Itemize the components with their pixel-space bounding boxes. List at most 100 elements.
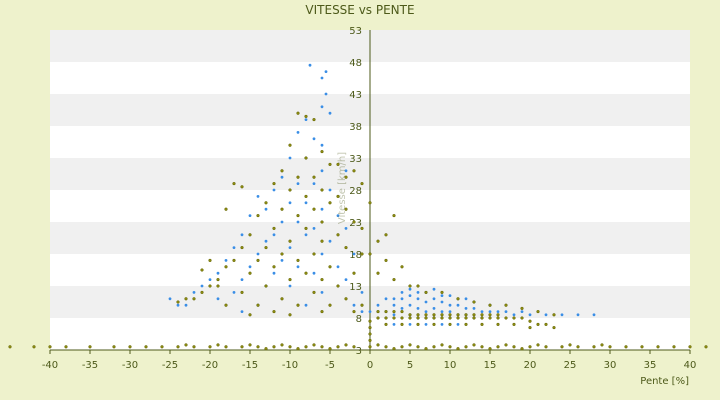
data-point xyxy=(200,268,204,272)
data-point xyxy=(176,303,180,307)
data-point xyxy=(624,345,628,349)
data-point xyxy=(488,316,492,320)
data-point xyxy=(328,265,332,269)
data-point xyxy=(672,345,676,349)
data-point xyxy=(464,313,468,317)
data-point xyxy=(160,345,164,349)
data-point xyxy=(272,226,276,230)
data-point xyxy=(272,345,276,349)
data-point xyxy=(296,131,300,134)
data-point xyxy=(488,313,492,317)
data-point xyxy=(320,345,324,349)
data-point xyxy=(384,316,388,320)
data-point xyxy=(344,246,348,250)
data-point xyxy=(576,313,580,317)
data-point xyxy=(368,201,372,205)
data-point xyxy=(592,345,596,349)
data-point xyxy=(304,201,308,205)
data-point xyxy=(384,258,388,262)
data-point xyxy=(424,310,428,313)
data-point xyxy=(248,214,252,218)
data-point xyxy=(200,284,204,288)
data-point xyxy=(184,303,188,307)
data-point xyxy=(256,252,260,256)
data-point xyxy=(312,252,316,256)
data-point xyxy=(528,313,532,317)
data-point xyxy=(280,259,284,262)
data-point xyxy=(280,297,284,301)
data-point xyxy=(392,323,396,326)
data-point xyxy=(344,297,348,301)
y-axis-label: Vitesse [km/h] xyxy=(337,152,348,224)
data-point xyxy=(504,343,508,347)
x-tick-label: 10 xyxy=(444,360,457,371)
data-point xyxy=(568,343,572,347)
data-point xyxy=(512,322,516,326)
data-point xyxy=(448,303,452,307)
data-point xyxy=(344,278,348,281)
data-point xyxy=(240,185,244,189)
data-point xyxy=(392,214,396,218)
data-point xyxy=(216,278,220,282)
data-point xyxy=(392,347,396,351)
data-point xyxy=(272,265,276,269)
data-point xyxy=(384,297,388,301)
data-point xyxy=(320,220,324,224)
data-point xyxy=(432,345,436,349)
data-point xyxy=(336,162,340,166)
data-point xyxy=(440,313,444,317)
data-point xyxy=(440,300,444,304)
data-point xyxy=(656,345,660,349)
x-tick-label: -40 xyxy=(42,360,58,371)
data-point xyxy=(448,345,452,349)
data-point xyxy=(408,323,412,326)
data-point xyxy=(368,332,372,336)
data-point xyxy=(320,239,324,243)
data-point xyxy=(320,188,324,192)
data-point xyxy=(312,290,316,294)
data-point xyxy=(320,278,324,282)
data-point xyxy=(440,294,444,297)
data-point xyxy=(240,246,244,250)
data-point xyxy=(112,345,116,349)
x-tick-label: 35 xyxy=(644,360,657,371)
data-point xyxy=(552,313,556,317)
data-point xyxy=(324,70,328,73)
y-tick-label: 48 xyxy=(349,58,362,69)
x-tick-label: -10 xyxy=(282,360,298,371)
data-point xyxy=(232,258,236,262)
data-point xyxy=(400,307,404,310)
data-point xyxy=(240,233,244,237)
y-tick-label: 28 xyxy=(349,186,362,197)
data-point xyxy=(280,343,284,347)
data-point xyxy=(416,297,420,301)
data-point xyxy=(304,118,308,121)
data-point xyxy=(512,345,516,349)
data-point xyxy=(440,310,444,313)
data-point xyxy=(400,345,404,349)
data-point xyxy=(408,284,412,288)
data-point xyxy=(384,322,388,326)
data-point xyxy=(200,290,204,294)
data-point xyxy=(280,175,284,179)
data-point xyxy=(352,220,356,224)
data-point xyxy=(360,252,364,256)
data-point xyxy=(216,297,220,301)
data-point xyxy=(320,150,324,154)
y-tick-label: 8 xyxy=(356,314,362,325)
y-tick-label: 53 xyxy=(349,26,362,37)
data-point xyxy=(400,316,404,320)
data-point xyxy=(384,345,388,349)
x-tick-labels: -40 -35 -30 -25 -20 -15 -10 -5 0 5 10 15 20 25 30 35 40 xyxy=(42,350,696,371)
data-point xyxy=(456,297,460,301)
data-point xyxy=(288,143,292,147)
y-tick-label: 33 xyxy=(349,154,362,165)
data-point xyxy=(424,347,428,351)
data-point xyxy=(216,284,220,288)
data-point xyxy=(64,345,68,349)
data-point xyxy=(432,322,436,326)
data-point xyxy=(496,322,500,326)
data-point xyxy=(320,291,324,294)
data-point xyxy=(456,347,460,351)
data-point xyxy=(496,313,500,317)
